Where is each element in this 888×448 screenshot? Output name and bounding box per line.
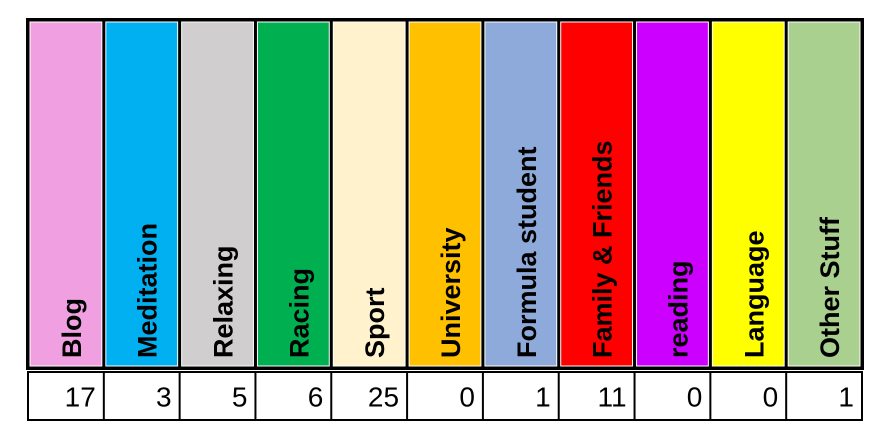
header-cell (636, 21, 709, 367)
value-cell: 11 (597, 382, 626, 413)
header-cell (484, 21, 558, 367)
header-label: Relaxing (209, 245, 239, 358)
value-cell: 3 (156, 382, 172, 413)
header-cell (560, 21, 634, 367)
header-label: Family & Friends (588, 140, 618, 358)
header-cell (181, 21, 254, 367)
value-cell: 5 (232, 382, 248, 413)
header-label: Racing (284, 268, 314, 358)
header-label: Blog (57, 298, 87, 358)
value-cell: 0 (687, 382, 703, 413)
value-cell: 1 (838, 382, 854, 413)
header-cell (408, 21, 482, 367)
header-label: reading (663, 260, 693, 358)
header-label: Meditation (133, 223, 163, 358)
value-cell: 0 (459, 382, 475, 413)
value-cell: 1 (535, 382, 551, 413)
header-cell (332, 21, 406, 367)
header-cell (29, 21, 103, 367)
header-label: Formula student (512, 146, 542, 358)
value-cell: 17 (65, 382, 96, 413)
header-label: Sport (360, 287, 390, 358)
value-row-border (27, 371, 863, 421)
value-cell: 0 (763, 382, 779, 413)
header-cell (787, 21, 861, 367)
value-cell: 6 (308, 382, 324, 413)
header-cell (256, 21, 330, 367)
header-label: Language (739, 230, 769, 358)
header-cell (105, 21, 179, 367)
header-label: University (436, 227, 466, 358)
header-cell (711, 21, 785, 367)
value-cell: 25 (368, 382, 399, 413)
header-label: Other Stuff (815, 216, 845, 358)
